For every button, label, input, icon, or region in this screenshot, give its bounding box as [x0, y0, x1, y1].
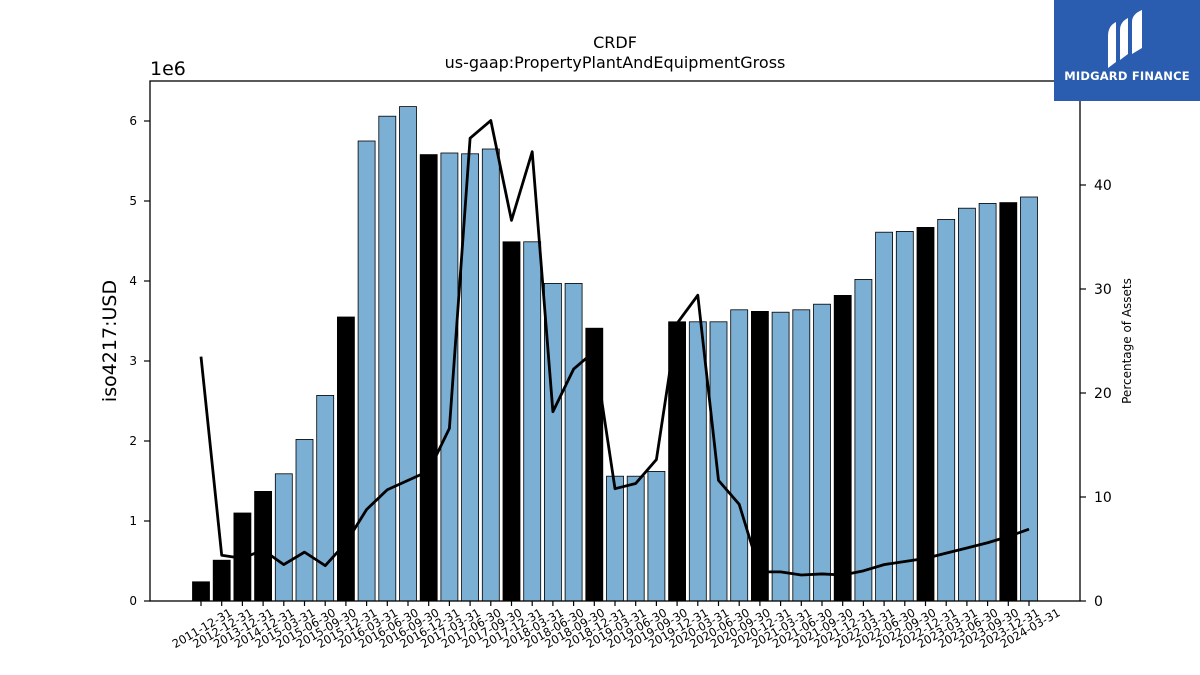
bar-2020-06-30 — [709, 321, 728, 602]
bar-2024-03-31 — [1020, 196, 1038, 602]
y-tick-label: 2 — [129, 434, 137, 448]
bar-2021-03-31 — [771, 311, 790, 602]
bar-2017-12-31 — [502, 241, 521, 602]
y-tick-label: 0 — [129, 594, 137, 608]
bar-2019-03-31 — [606, 475, 624, 602]
bar-2011-12-31 — [192, 581, 210, 602]
bar-2020-09-30 — [730, 309, 749, 602]
x-axis-ticks: 2011-12-312012-12-312013-12-312014-12-31… — [170, 601, 1063, 651]
bar-2015-03-31 — [274, 473, 293, 602]
y-axis-ticks: 0 1 2 3 4 5 6 — [129, 114, 150, 608]
y-offset-label: 1e6 — [150, 58, 186, 80]
bar-2018-03-31 — [523, 241, 542, 602]
bar-2018-09-30 — [564, 282, 583, 602]
bar-2019-09-30 — [647, 470, 666, 602]
y-axis-label: iso4217:USD — [99, 280, 121, 402]
bar-2020-12-31 — [751, 310, 769, 602]
bar-2017-09-30 — [481, 148, 500, 602]
bar-2018-12-31 — [585, 327, 604, 602]
bar-2021-12-31 — [833, 294, 852, 602]
bar-2015-12-31 — [336, 316, 355, 602]
bar-2016-03-31 — [357, 140, 376, 602]
bar-2022-03-31 — [854, 278, 873, 602]
chart-subtitle: us-gaap:PropertyPlantAndEquipmentGross — [445, 53, 786, 72]
line-group — [199, 119, 1030, 577]
y2-axis-ticks: 0 10 20 30 40 — [1080, 178, 1112, 610]
chart-title: CRDF — [593, 33, 637, 52]
y2-axis-label: Percentage of Assets — [1120, 278, 1134, 404]
y2-tick-label: 0 — [1094, 594, 1103, 610]
y-tick-label: 4 — [129, 274, 137, 288]
bar-2021-09-30 — [813, 303, 831, 602]
bar-2015-06-30 — [295, 438, 314, 602]
bar-2014-12-31 — [254, 490, 273, 602]
y-tick-label: 5 — [129, 194, 137, 208]
y2-tick-label: 10 — [1094, 490, 1112, 506]
bar-2015-09-30 — [316, 394, 335, 602]
bars-group — [192, 106, 1038, 602]
bar-2016-09-30 — [399, 106, 417, 602]
bar-2023-03-31 — [937, 218, 956, 602]
bar-2023-12-31 — [999, 202, 1018, 602]
bar-2022-06-30 — [875, 231, 893, 602]
bar-2021-06-30 — [792, 309, 811, 602]
bar-2020-03-31 — [688, 321, 707, 602]
bar-2016-06-30 — [378, 115, 397, 602]
midgard-logo-icon — [1108, 10, 1142, 68]
percentage-line — [199, 119, 1030, 577]
y-tick-label: 1 — [129, 514, 137, 528]
y2-tick-label: 20 — [1094, 386, 1112, 402]
bar-2023-06-30 — [958, 207, 976, 602]
y2-tick-label: 40 — [1094, 178, 1112, 194]
brand-logo: MIDGARD FINANCE — [1054, 0, 1200, 101]
bar-2012-12-31 — [212, 559, 231, 602]
y2-tick-label: 30 — [1094, 282, 1112, 298]
bar-2016-12-31 — [419, 154, 438, 602]
bar-2022-09-30 — [895, 230, 914, 602]
logo-text: MIDGARD FINANCE — [1064, 69, 1190, 83]
bar-2022-12-31 — [916, 226, 935, 602]
bar-2017-03-31 — [440, 152, 459, 602]
y-tick-label: 6 — [129, 114, 137, 128]
bar-2019-06-30 — [626, 475, 645, 602]
y-tick-label: 3 — [129, 354, 137, 368]
